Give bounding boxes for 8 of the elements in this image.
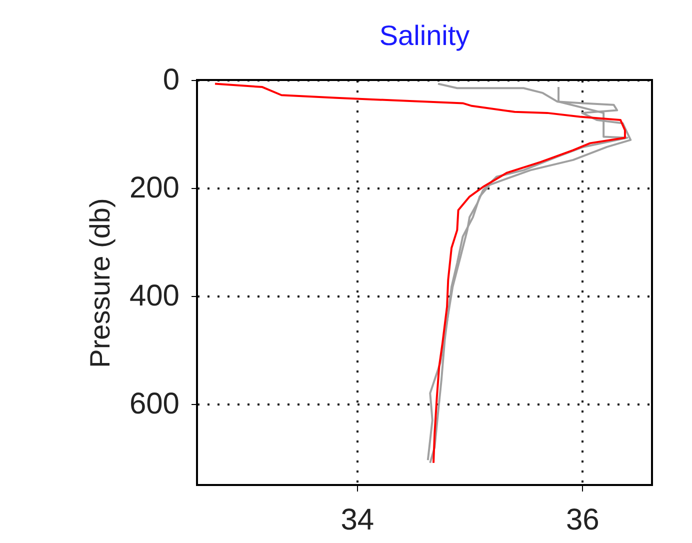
y-tick-label: 600 — [129, 388, 180, 420]
chart-title: Salinity — [379, 20, 470, 51]
y-tick-label: 200 — [129, 172, 180, 204]
y-tick-label: 0 — [162, 64, 180, 96]
x-tick-label: 34 — [340, 504, 374, 536]
x-tick-label: 36 — [566, 504, 600, 536]
y-axis-title: Pressure (db) — [84, 198, 116, 368]
y-tick-label: 400 — [129, 280, 180, 312]
